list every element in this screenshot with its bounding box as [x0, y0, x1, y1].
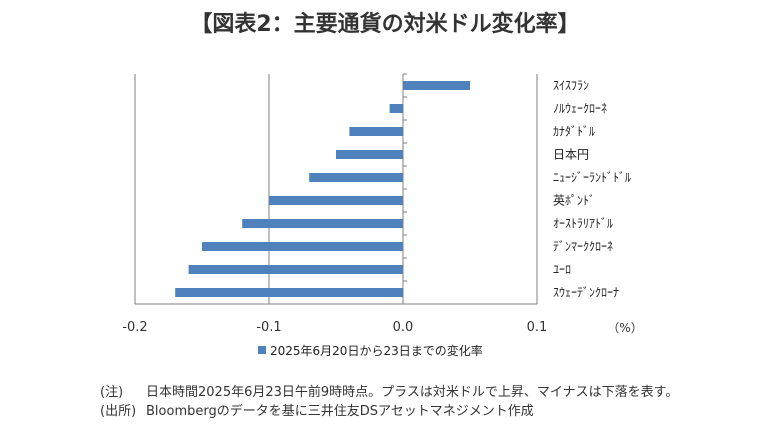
category-label-0: ｽｲｽﾌﾗﾝ	[553, 79, 589, 93]
category-label-8: ﾕｰﾛ	[553, 263, 571, 277]
footnote-source: (出所) Bloombergのデータを基に三井住友DSアセットマネジメント作成	[100, 400, 534, 419]
bar-0	[403, 81, 470, 90]
category-label-4: ﾆｭｰｼﾞｰﾗﾝﾄﾞﾄﾞﾙ	[553, 171, 631, 185]
x-tick-label-3: 0.1	[527, 320, 548, 335]
bar-6	[242, 219, 403, 228]
x-tick-label-2: 0.0	[393, 320, 414, 335]
chart-title: 【図表2：主要通貨の対米ドル変化率】	[190, 12, 580, 37]
bar-7	[202, 242, 403, 251]
category-label-6: ｵｰｽﾄﾗﾘｱﾄﾞﾙ	[553, 217, 613, 231]
category-label-1: ﾉﾙｳｪｰｸﾛｰﾈ	[553, 102, 607, 116]
bar-9	[175, 288, 403, 297]
category-label-3: 日本円	[553, 148, 589, 162]
bar-1	[389, 104, 403, 113]
footnote-note: (注) 日本時間2025年6月23日午前9時時点。プラスは対米ドルで上昇、マイナス…	[100, 381, 678, 400]
bar-2	[349, 127, 403, 136]
bar-5	[269, 196, 403, 205]
category-label-7: ﾃﾞﾝﾏｰｸｸﾛｰﾈ	[553, 240, 613, 254]
footnote-source-text: Bloombergのデータを基に三井住友DSアセットマネジメント作成	[146, 404, 534, 419]
bar-3	[336, 150, 403, 159]
category-label-2: ｶﾅﾀﾞﾄﾞﾙ	[553, 125, 595, 139]
category-label-9: ｽｳｪｰﾃﾞﾝｸﾛｰﾅ	[553, 286, 619, 300]
bar-8	[188, 265, 403, 274]
unit-label: （%）	[607, 321, 642, 335]
footnote-source-tag: (出所)	[100, 404, 137, 419]
category-label-5: 英ﾎﾟﾝﾄﾞ	[553, 194, 595, 208]
legend-label: 2025年6月20日から23日までの変化率	[270, 343, 483, 358]
legend-swatch	[258, 346, 266, 354]
footnote-note-text: 日本時間2025年6月23日午前9時時点。プラスは対米ドルで上昇、マイナスは下落…	[146, 385, 679, 400]
x-tick-label-1: -0.1	[256, 320, 281, 335]
x-tick-label-0: -0.2	[122, 320, 147, 335]
bar-4	[309, 173, 403, 182]
footnote-note-tag: (注)	[100, 385, 124, 400]
